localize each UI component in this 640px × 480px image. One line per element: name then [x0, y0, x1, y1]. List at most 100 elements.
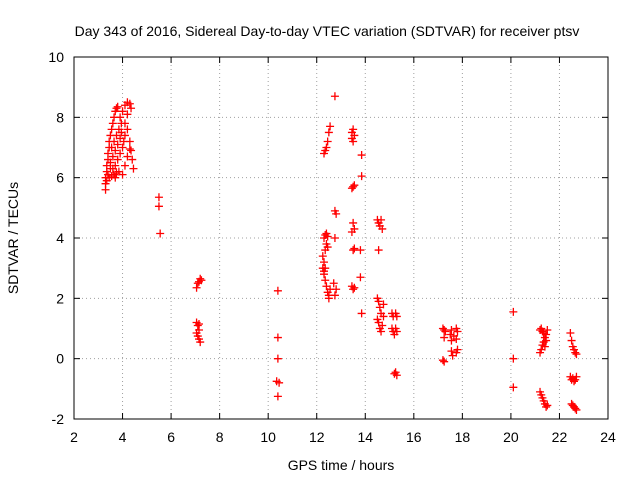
data-point — [321, 276, 330, 285]
data-point — [326, 122, 335, 131]
x-axis-label: GPS time / hours — [288, 457, 395, 473]
data-point — [350, 181, 359, 190]
data-point — [543, 401, 552, 410]
data-point — [123, 110, 132, 119]
data-point — [453, 327, 462, 336]
data-point — [349, 125, 358, 134]
data-point — [377, 327, 386, 336]
data-point — [571, 404, 580, 413]
y-tick-label: 4 — [56, 230, 64, 246]
data-point — [120, 119, 129, 128]
data-point — [197, 276, 206, 285]
data-point — [509, 307, 518, 316]
data-point — [540, 342, 549, 351]
data-point — [125, 99, 134, 108]
data-point — [543, 326, 552, 335]
data-point — [452, 348, 461, 357]
data-point — [108, 119, 117, 128]
data-point — [324, 128, 333, 137]
x-tick-label: 22 — [552, 429, 568, 445]
data-point — [103, 170, 112, 179]
data-point — [567, 336, 576, 345]
data-point — [323, 137, 332, 146]
data-point — [128, 155, 137, 164]
data-point — [329, 279, 338, 288]
x-tick-label: 6 — [167, 429, 175, 445]
data-point — [110, 137, 119, 146]
data-point — [572, 405, 581, 414]
x-tick-label: 8 — [216, 429, 224, 445]
data-point — [275, 378, 284, 387]
y-tick-label: -2 — [52, 411, 65, 427]
y-tick-label: 10 — [48, 49, 64, 65]
data-point — [374, 246, 383, 255]
data-point — [377, 215, 386, 224]
data-point — [357, 172, 366, 181]
data-point — [349, 246, 358, 255]
data-point — [330, 234, 339, 242]
data-point — [125, 137, 134, 146]
data-point — [103, 149, 112, 158]
data-point — [192, 283, 201, 292]
data-point — [447, 326, 456, 335]
data-point — [196, 338, 205, 347]
data-point — [392, 312, 401, 321]
data-point — [447, 347, 456, 356]
x-tick-label: 18 — [455, 429, 471, 445]
data-point — [323, 232, 332, 241]
data-point — [332, 209, 341, 218]
x-tick-label: 12 — [309, 429, 325, 445]
y-tick-label: 0 — [56, 351, 64, 367]
data-point — [392, 327, 401, 336]
data-point — [356, 273, 365, 282]
data-point — [374, 297, 383, 306]
y-axis-label: SDTVAR / TECUs — [5, 182, 21, 294]
data-point — [112, 131, 121, 140]
data-point — [378, 224, 387, 233]
data-point — [120, 161, 129, 170]
data-point — [117, 128, 126, 137]
data-point — [440, 326, 449, 335]
x-tick-label: 24 — [600, 429, 616, 445]
x-tick-label: 10 — [260, 429, 276, 445]
data-point — [332, 285, 341, 294]
data-point — [542, 336, 551, 345]
data-point — [542, 402, 551, 411]
data-point — [322, 143, 331, 152]
data-point — [330, 92, 339, 101]
data-point — [349, 218, 358, 227]
y-tick-label: 8 — [56, 109, 64, 125]
data-point — [378, 321, 387, 330]
data-point — [123, 152, 132, 161]
data-point — [106, 164, 115, 173]
data-point — [440, 357, 449, 366]
data-point — [392, 371, 401, 380]
data-point — [441, 327, 450, 336]
data-point — [536, 348, 545, 357]
data-point — [273, 286, 282, 295]
data-point — [156, 229, 165, 238]
data-point — [572, 372, 581, 381]
data-point — [330, 291, 339, 300]
data-point — [356, 246, 365, 255]
data-point — [107, 125, 116, 134]
data-point — [196, 274, 205, 283]
data-point — [349, 137, 358, 146]
data-point — [570, 377, 579, 386]
data-point — [118, 170, 127, 179]
data-point — [572, 350, 581, 359]
data-point — [323, 243, 332, 252]
data-point — [154, 202, 163, 211]
data-point — [349, 182, 358, 191]
data-point — [118, 107, 127, 116]
data-point — [347, 227, 356, 236]
data-point — [116, 113, 125, 122]
data-point — [127, 146, 136, 155]
data-point — [116, 149, 125, 158]
data-point — [318, 252, 327, 261]
data-point — [446, 330, 455, 339]
chart-title: Day 343 of 2016, Sidereal Day-to-day VTE… — [75, 23, 580, 39]
